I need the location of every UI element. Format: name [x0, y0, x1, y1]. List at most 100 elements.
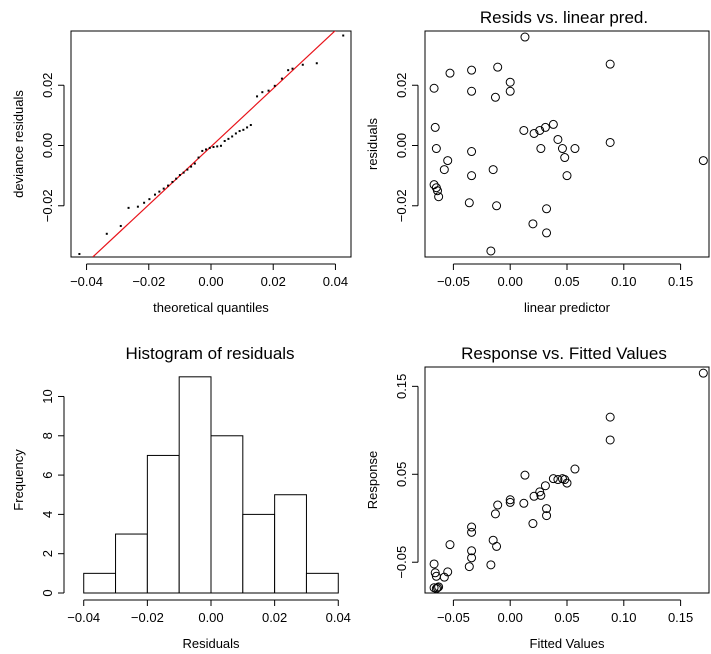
hist-bar	[146, 454, 180, 594]
data-point	[182, 171, 185, 174]
data-point	[467, 86, 477, 96]
data-point	[467, 546, 477, 556]
data-point	[197, 156, 200, 159]
data-point	[167, 184, 170, 187]
data-point	[429, 559, 439, 569]
data-point	[105, 232, 108, 235]
x-tick-label: −0.04	[67, 610, 100, 625]
data-point	[193, 162, 196, 165]
data-point	[432, 583, 442, 593]
data-point	[505, 86, 515, 96]
data-point	[519, 125, 529, 135]
data-point	[171, 180, 174, 183]
x-tick-label: 0.05	[554, 274, 579, 289]
data-point	[432, 186, 442, 196]
data-point	[520, 470, 530, 480]
data-point	[430, 568, 440, 578]
hist-x-axis-label: Residuals	[182, 636, 240, 651]
data-point	[505, 495, 515, 505]
y-tick-label: 0.02	[40, 73, 55, 98]
data-point	[186, 168, 189, 171]
data-point	[208, 146, 211, 149]
data-point	[562, 478, 572, 488]
data-point	[190, 165, 193, 168]
x-tick-label: 0.00	[498, 274, 523, 289]
resid-lp-title: Resids vs. linear pred.	[480, 8, 648, 27]
hist-bar	[178, 376, 212, 594]
x-tick-label: 0.10	[611, 274, 636, 289]
panel-response-vs-fitted: Response vs. Fitted Values −0.05 0.00 0.05…	[365, 344, 710, 651]
y-tick-label: 2	[40, 550, 55, 557]
data-point	[548, 474, 558, 484]
y-tick-label: 10	[40, 389, 55, 403]
data-point	[201, 149, 204, 152]
hist-y-axis: 0 2 4 6 8 10	[40, 389, 65, 597]
data-point	[535, 125, 545, 135]
data-point	[234, 132, 237, 135]
y-tick-label: 0.00	[394, 133, 409, 158]
data-point	[490, 509, 500, 519]
data-point	[605, 137, 615, 147]
resid-lp-y-axis-label: residuals	[365, 117, 380, 170]
x-tick-label: 0.02	[261, 274, 286, 289]
data-point	[467, 522, 477, 532]
x-tick-label: 0.00	[198, 274, 223, 289]
data-point	[493, 62, 503, 72]
data-point	[291, 67, 294, 70]
data-point	[212, 146, 215, 149]
data-point	[249, 124, 252, 127]
data-point	[143, 201, 146, 204]
data-point	[570, 144, 580, 154]
hist-bar	[210, 435, 244, 594]
resid-lp-x-axis: −0.05 0.00 0.05 0.10 0.15	[437, 263, 693, 289]
data-point	[505, 77, 515, 87]
x-tick-label: −0.05	[437, 274, 470, 289]
data-point	[246, 126, 249, 129]
data-point	[605, 59, 615, 69]
data-point	[267, 89, 270, 92]
data-point	[570, 464, 580, 474]
data-point	[136, 205, 139, 208]
data-point	[486, 560, 496, 570]
x-tick-label: 0.15	[668, 610, 693, 625]
x-tick-label: 0.04	[323, 274, 348, 289]
hist-title: Histogram of residuals	[125, 344, 294, 363]
data-point	[127, 206, 130, 209]
hist-bar	[242, 513, 276, 594]
data-point	[216, 145, 219, 148]
data-point	[553, 134, 563, 144]
data-point	[280, 77, 283, 80]
data-point	[434, 582, 444, 592]
x-tick-label: −0.02	[131, 610, 164, 625]
x-tick-label: 0.02	[262, 610, 287, 625]
x-tick-label: 0.00	[198, 610, 223, 625]
data-point	[540, 122, 550, 132]
data-point	[148, 198, 151, 201]
y-tick-label: 0.05	[394, 462, 409, 487]
y-tick-label: 6	[40, 471, 55, 478]
data-point	[535, 487, 545, 497]
data-point	[529, 491, 539, 501]
data-point	[698, 156, 708, 166]
hist-marks	[83, 376, 339, 594]
data-point	[528, 219, 538, 229]
hist-bar	[115, 533, 148, 594]
data-point	[488, 165, 498, 175]
resp-fit-y-axis: −0.05 0.05 0.15	[394, 374, 419, 579]
resp-fit-y-axis-label: Response	[365, 451, 380, 510]
resp-fit-x-axis-label: Fitted Values	[530, 636, 605, 651]
qq-y-axis-label: deviance residuals	[11, 90, 26, 198]
data-point	[78, 252, 81, 255]
data-point	[542, 228, 552, 238]
qq-plot-frame	[70, 30, 352, 258]
qq-y-axis: −0.02 0.00 0.02	[40, 73, 65, 222]
resp-fit-x-axis: −0.05 0.00 0.05 0.10 0.15	[437, 599, 693, 625]
hist-y-axis-label: Frequency	[11, 449, 26, 511]
resid-lp-plot-frame	[424, 30, 710, 258]
panel-histogram: Histogram of residuals −0.04 −0.02 0.00 0.0…	[11, 344, 351, 651]
data-point	[434, 192, 444, 202]
data-point	[528, 519, 538, 529]
data-point	[439, 165, 449, 175]
data-point	[287, 69, 290, 72]
x-tick-label: 0.10	[611, 610, 636, 625]
